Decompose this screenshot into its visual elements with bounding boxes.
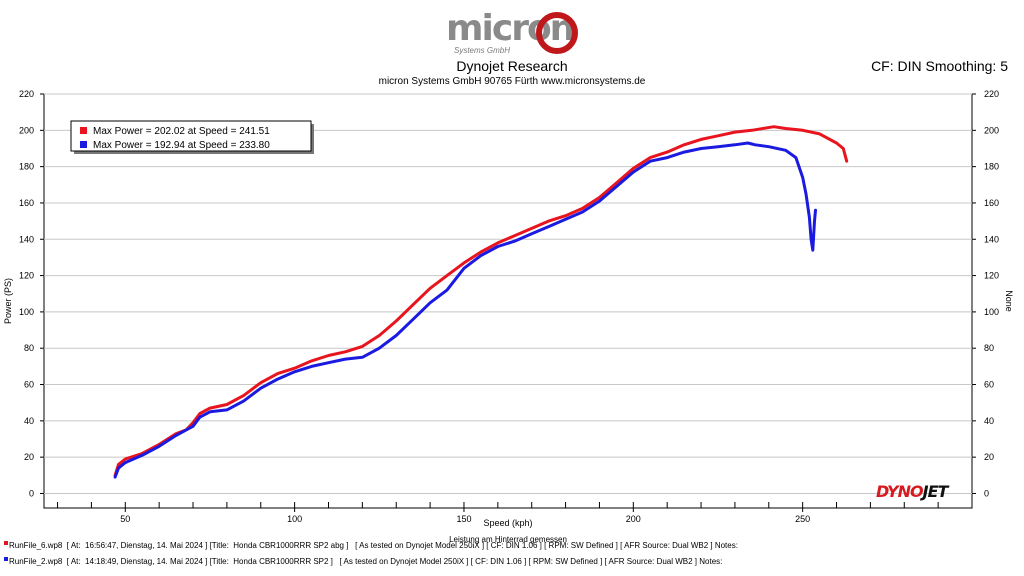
legend-label-1: Max Power = 202.02 at Speed = 241.51	[93, 126, 270, 137]
y-tick-label-right: 60	[984, 380, 994, 390]
y-tick-label-right: 160	[984, 198, 999, 208]
series-line-2	[113, 141, 817, 479]
x-tick-label: 200	[626, 514, 641, 524]
dynojet-logo: DYNOJET	[876, 482, 949, 501]
y-tick-label-left: 120	[19, 271, 34, 281]
legend-box	[70, 120, 312, 152]
y-tick-label-right: 120	[984, 271, 999, 281]
y-tick-label-right: 20	[984, 452, 994, 462]
footer-run2-text: RunFile_2.wp8 [ At: 14:18:49, Dienstag, …	[9, 557, 723, 566]
dynojet-logo-black: JET	[922, 482, 949, 501]
y-axis-label: Power (PS)	[3, 278, 13, 324]
x-tick-label: 250	[795, 514, 810, 524]
dynojet-logo-red: DYNO	[876, 482, 924, 501]
y-tick-label-right: 0	[984, 488, 989, 498]
y-axis-label-right: None	[1004, 290, 1014, 312]
series-line-1	[113, 125, 849, 477]
micron-logo: micron Systems GmbH	[440, 6, 590, 58]
plot-area	[43, 93, 973, 509]
y-tick-label-right: 100	[984, 307, 999, 317]
x-tick-label: 150	[456, 514, 471, 524]
y-tick-label-right: 220	[984, 89, 999, 99]
y-tick-label-right: 200	[984, 125, 999, 135]
y-tick-label-left: 0	[29, 488, 34, 498]
y-tick-label-right: 140	[984, 234, 999, 244]
run2-color-marker	[4, 557, 8, 561]
chart-title: Dynojet Research	[456, 58, 568, 74]
x-axis-caption: Leistung am Hinterrad gemessen	[449, 535, 567, 544]
footer-run2: RunFile_2.wp8 [ At: 14:18:49, Dienstag, …	[4, 557, 722, 566]
x-axis-label: Speed (kph)	[483, 518, 532, 528]
y-tick-label-left: 180	[19, 162, 34, 172]
footer-run1-text: RunFile_6.wp8 [ At: 16:56:47, Dienstag, …	[9, 541, 738, 550]
y-tick-label-left: 100	[19, 307, 34, 317]
legend-label-2: Max Power = 192.94 at Speed = 233.80	[93, 140, 270, 151]
y-tick-label-right: 40	[984, 416, 994, 426]
y-tick-label-left: 220	[19, 89, 34, 99]
legend-swatch-1	[80, 127, 87, 134]
y-tick-label-left: 140	[19, 234, 34, 244]
logo-subtext: Systems GmbH	[454, 46, 511, 55]
y-tick-label-right: 80	[984, 343, 994, 353]
x-tick-label: 100	[287, 514, 302, 524]
y-tick-label-left: 20	[24, 452, 34, 462]
x-tick-label: 50	[120, 514, 130, 524]
logo-ring-icon	[536, 12, 578, 54]
run1-color-marker	[4, 541, 8, 545]
chart-subtitle: micron Systems GmbH 90765 Fürth www.micr…	[378, 76, 646, 87]
y-tick-label-left: 40	[24, 416, 34, 426]
y-tick-label-left: 160	[19, 198, 34, 208]
cf-smoothing-label: CF: DIN Smoothing: 5	[871, 58, 1008, 74]
legend-swatch-2	[80, 141, 87, 148]
footer-run1: RunFile_6.wp8 [ At: 16:56:47, Dienstag, …	[4, 541, 738, 550]
y-tick-label-left: 200	[19, 125, 34, 135]
y-tick-label-right: 180	[984, 162, 999, 172]
y-tick-label-left: 60	[24, 380, 34, 390]
y-tick-label-left: 80	[24, 343, 34, 353]
